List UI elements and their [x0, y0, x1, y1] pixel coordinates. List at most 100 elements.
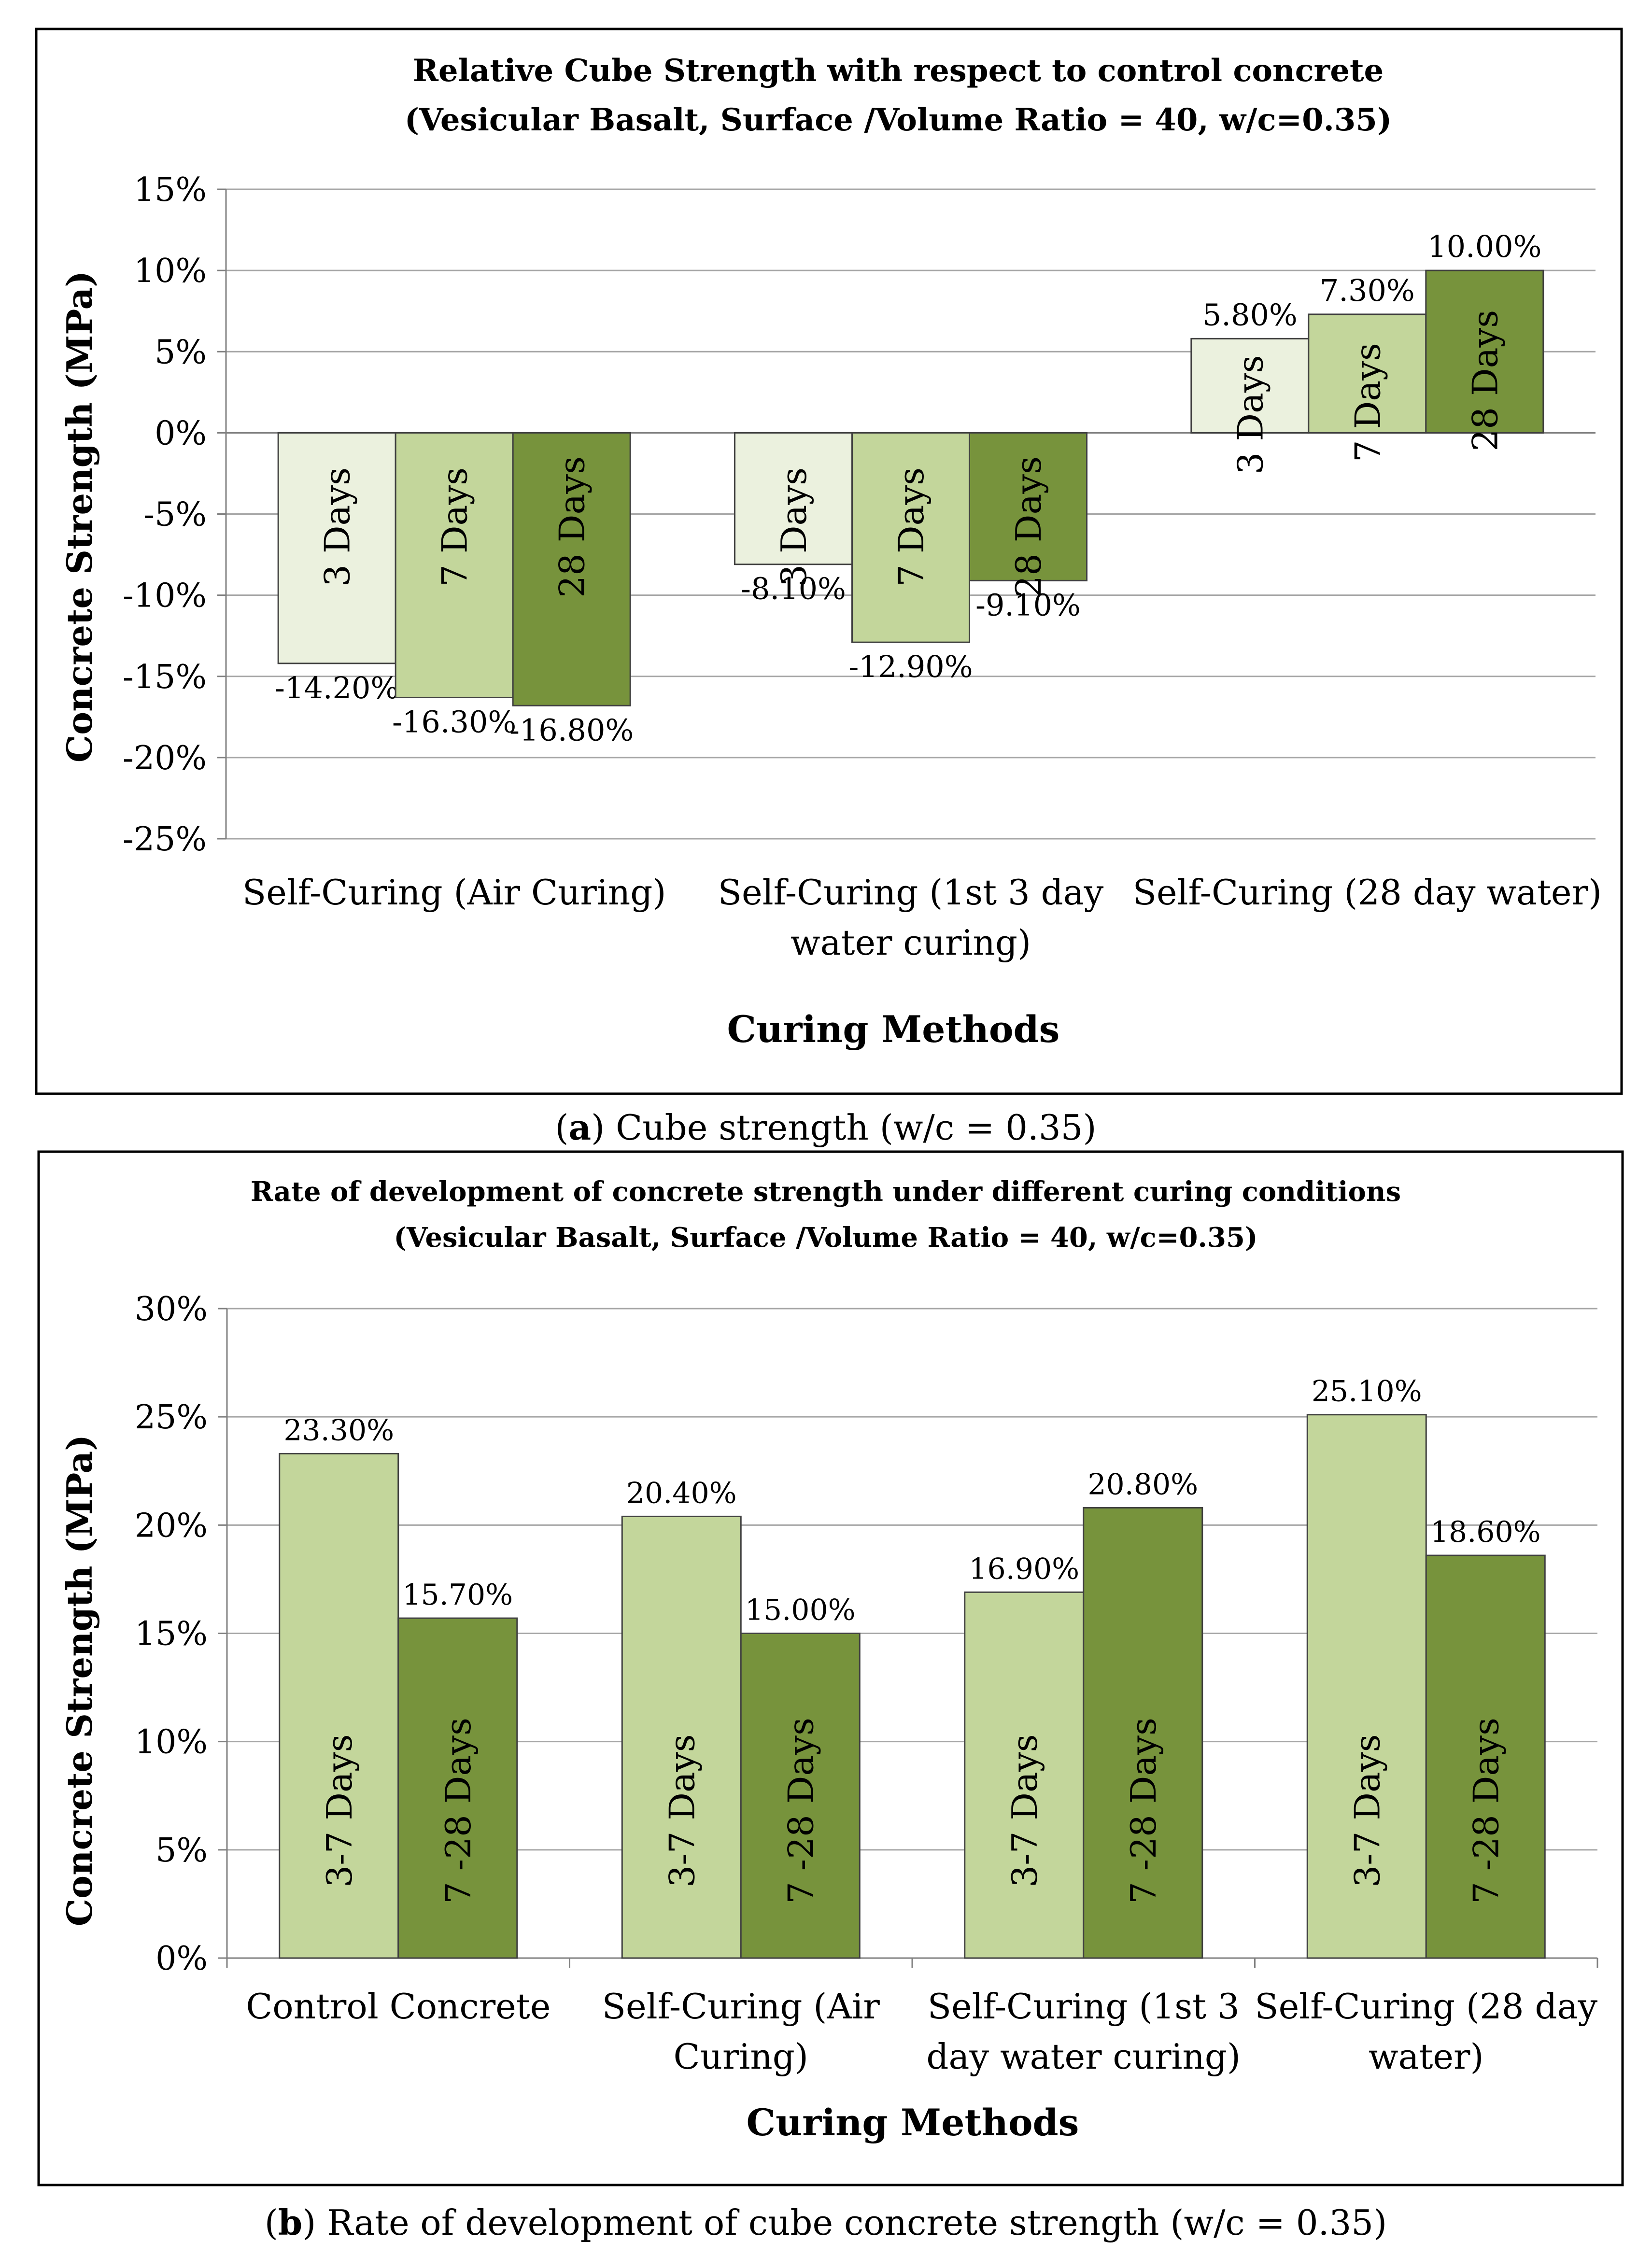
chart-a-value-label: 5.80%	[1202, 297, 1298, 332]
chart-a-value-label: -16.80%	[509, 712, 634, 747]
chart-b-value-label: 25.10%	[1312, 1375, 1422, 1409]
chart-a-series-label: 7 Days	[1347, 343, 1388, 462]
chart-b-series-label: 7 -28 Days	[780, 1718, 821, 1904]
chart-a-title: Relative Cube Strength with respect to c…	[413, 53, 1384, 89]
chart-a-y-tick-label: -20%	[123, 739, 207, 777]
chart-b-y-tick-label: 10%	[135, 1723, 208, 1762]
chart-a-y-tick-label: 5%	[155, 333, 207, 371]
chart-b-series-label: 7 -28 Days	[1466, 1718, 1506, 1904]
chart-a-series-label: 7 Days	[435, 467, 475, 587]
chart-a-series-label: 3 Days	[317, 467, 358, 587]
chart-a-category-label: Self-Curing (28 day water)	[1133, 872, 1602, 913]
chart-a-bar	[277, 432, 396, 664]
chart-b-bar	[1425, 1554, 1546, 1959]
chart-b-category-label: Control Concrete	[246, 1986, 551, 2027]
chart-b-series-label: 3-7 Days	[319, 1734, 360, 1887]
chart-b-series-label: 3-7 Days	[662, 1734, 702, 1887]
chart-a-y-tick-label: -15%	[123, 658, 207, 696]
chart-b-value-label: 20.80%	[1087, 1467, 1198, 1501]
chart-b-caption-letter: b	[278, 2202, 302, 2243]
chart-b-category-label: Curing)	[674, 2036, 808, 2077]
chart-a-category-label: water curing)	[791, 922, 1031, 963]
chart-a-bar	[512, 432, 631, 706]
chart-b-category-label: Self-Curing (Air	[602, 1986, 880, 2027]
chart-a-category-labels: Self-Curing (Air Curing) Self-Curing (1st…	[242, 872, 1602, 963]
chart-b-category-label: day water curing)	[926, 2036, 1241, 2077]
chart-a-series-label: 28 Days	[1008, 456, 1049, 598]
chart-b-value-label: 15.70%	[402, 1578, 513, 1612]
chart-a-y-tick-label: -25%	[123, 820, 207, 859]
chart-a-value-label: 7.30%	[1320, 273, 1415, 308]
chart-a-bar	[395, 432, 514, 698]
chart-a-series-label: 7 Days	[891, 467, 932, 587]
chart-b-series-label: 3-7 Days	[1347, 1734, 1387, 1887]
chart-b: Rate of development of concrete strength…	[37, 1150, 1624, 2186]
chart-b-caption-text: Rate of development of cube concrete str…	[316, 2202, 1387, 2243]
chart-a-y-tick-label: -10%	[123, 577, 207, 615]
chart-a-bar	[1425, 269, 1544, 434]
chart-b-caption: (b) Rate of development of cube concrete…	[265, 2202, 1387, 2243]
chart-b-value-label: 16.90%	[969, 1552, 1079, 1586]
chart-b-subtitle: (Vesicular Basalt, Surface /Volume Ratio…	[394, 1222, 1258, 1254]
chart-b-y-tick-label: 30%	[135, 1290, 208, 1328]
chart-b-value-label: 18.60%	[1430, 1515, 1541, 1549]
chart-a-bar	[1308, 313, 1427, 434]
chart-a-bars: -14.20% 3 Days -16.30% 7 Days -16.80% 28 Days…	[275, 229, 1544, 747]
chart-b-title: Rate of development of concrete strength…	[251, 1176, 1401, 1208]
chart-a-caption-text: Cube strength (w/c = 0.35)	[605, 1107, 1096, 1148]
chart-b-value-label: 20.40%	[626, 1476, 737, 1510]
chart-b-bar	[1306, 1414, 1427, 1959]
chart-a-bar	[851, 432, 970, 643]
chart-a-series-label: 28 Days	[1465, 310, 1505, 451]
chart-b-category-label: water)	[1369, 2036, 1484, 2077]
chart-a-y-tick-label: 10%	[134, 252, 207, 290]
chart-b-category-label: Self-Curing (28 day	[1255, 1986, 1597, 2027]
chart-a-value-label: -14.20%	[275, 670, 399, 705]
chart-a: Relative Cube Strength with respect to c…	[35, 28, 1623, 1095]
chart-b-bar	[1083, 1507, 1203, 1959]
chart-b-bar	[740, 1633, 861, 1959]
chart-a-bar	[969, 432, 1087, 581]
chart-b-category-labels: Control Concrete Self-Curing (Air Curing) S…	[246, 1986, 1597, 2077]
chart-b-y-tick-label: 20%	[135, 1507, 208, 1545]
chart-b-series-label: 7 -28 Days	[438, 1718, 479, 1904]
chart-b-x-axis-title: Curing Methods	[747, 2101, 1079, 2144]
chart-a-y-tick-label: -5%	[143, 496, 207, 534]
chart-b-bars: 23.30% 3-7 Days 15.70% 7 -28 Days 20.40% 3-7 …	[279, 1375, 1546, 1959]
chart-b-y-tick-label: 25%	[135, 1398, 208, 1437]
chart-a-bar	[734, 432, 853, 565]
chart-b-series-label: 3-7 Days	[1004, 1734, 1045, 1887]
chart-b-bar	[964, 1591, 1085, 1959]
chart-a-value-label: -12.90%	[848, 649, 973, 684]
chart-a-caption: (a) Cube strength (w/c = 0.35)	[555, 1107, 1096, 1148]
chart-b-y-axis-title: Concrete Strength (MPa)	[59, 1435, 100, 1926]
chart-b-y-tick-label: 5%	[155, 1832, 208, 1870]
chart-b-bar	[621, 1515, 742, 1959]
chart-b-series-label: 7 -28 Days	[1123, 1718, 1164, 1904]
chart-b-value-label: 15.00%	[745, 1593, 856, 1627]
chart-a-y-axis-title: Concrete Strength (MPa)	[59, 271, 100, 762]
chart-a-value-label: -9.10%	[975, 587, 1081, 622]
chart-a-series-label: 28 Days	[552, 456, 593, 598]
chart-a-subtitle: (Vesicular Basalt, Surface /Volume Ratio…	[405, 102, 1392, 138]
chart-b-y-tick-label: 15%	[135, 1615, 208, 1653]
chart-a-value-label: -8.10%	[741, 571, 846, 606]
chart-b-category-label: Self-Curing (1st 3	[928, 1986, 1240, 2027]
chart-a-category-label: Self-Curing (1st 3 day	[718, 872, 1104, 913]
chart-a-value-label: 10.00%	[1427, 229, 1541, 264]
chart-a-value-label: -16.30%	[392, 704, 516, 739]
chart-a-caption-paren-close: )	[591, 1107, 605, 1148]
chart-a-series-label: 3 Days	[1230, 355, 1271, 474]
chart-a-x-axis-title: Curing Methods	[727, 1008, 1060, 1051]
chart-b-bar	[279, 1452, 399, 1959]
chart-b-value-label: 23.30%	[283, 1413, 394, 1447]
chart-b-caption-paren-open: (	[265, 2202, 278, 2243]
chart-a-caption-letter: a	[569, 1107, 592, 1148]
chart-a-y-tick-label: 0%	[155, 414, 207, 452]
chart-b-caption-paren-close: )	[302, 2202, 316, 2243]
chart-a-series-label: 3 Days	[774, 467, 814, 587]
chart-b-y-tick-label: 0%	[155, 1940, 208, 1978]
chart-b-bar	[397, 1617, 518, 1959]
chart-a-caption-paren-open: (	[555, 1107, 568, 1148]
